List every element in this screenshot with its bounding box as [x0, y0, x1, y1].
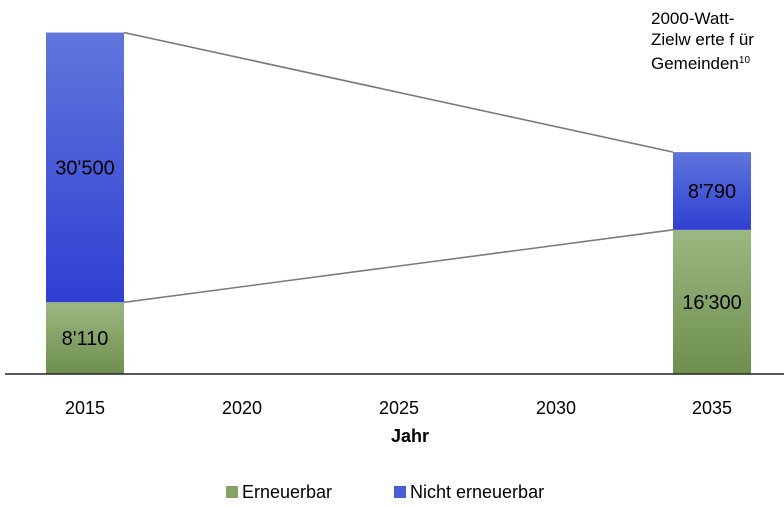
data-label-nicht-erneuerbar-2015: 30'500: [55, 157, 114, 179]
bar-nicht-erneuerbar-2015: [46, 32, 124, 303]
x-tick-label-2025: 2025: [379, 398, 419, 418]
annotation-line-3: Gemeinden10: [651, 50, 754, 74]
legend-swatch-nicht-erneuerbar: [394, 486, 406, 498]
x-axis-title: Jahr: [391, 426, 429, 446]
connector-line-erneuerbar: [123, 229, 674, 304]
data-label-erneuerbar-2015: 8'110: [62, 328, 109, 350]
bar-erneuerbar-2035: [673, 229, 751, 374]
x-tick-label-2015: 2015: [65, 398, 105, 418]
annotation-line-3-text: Gemeinden: [651, 54, 739, 73]
legend: Erneuerbar Nicht erneuerbar: [226, 482, 544, 502]
data-label-nicht-erneuerbar-2035: 8'790: [688, 181, 736, 203]
bar-erneuerbar-2015: [46, 302, 124, 374]
legend-swatch-erneuerbar: [226, 486, 238, 498]
x-tick-label-2035: 2035: [692, 398, 732, 418]
data-label-erneuerbar-2035: 16'300: [682, 292, 741, 314]
bar-nicht-erneuerbar-2035: [673, 152, 751, 230]
legend-item-nicht-erneuerbar: Nicht erneuerbar: [410, 482, 544, 502]
x-tick-label-2020: 2020: [222, 398, 262, 418]
x-tick-label-2030: 2030: [536, 398, 576, 418]
annotation-line-1: 2000-Watt-: [651, 9, 735, 28]
annotation-footnote: 10: [738, 55, 751, 66]
legend-item-erneuerbar: Erneuerbar: [242, 482, 332, 502]
annotation-line-2: Zielw erte f ür: [651, 30, 754, 49]
annotation-2000-watt: 2000-Watt- Zielw erte f ür Gemeinden10: [651, 8, 754, 74]
connector-line-nicht-erneuerbar: [123, 31, 674, 153]
